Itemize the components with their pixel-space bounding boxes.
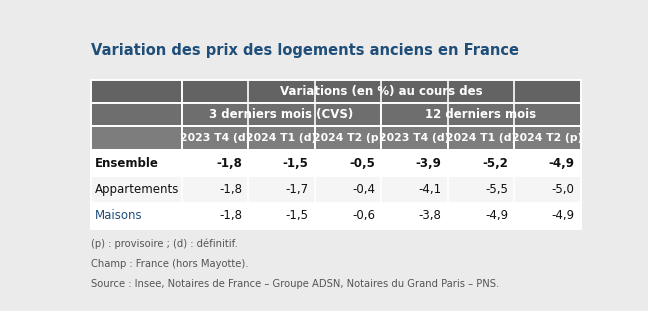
Text: -1,7: -1,7 — [286, 183, 308, 196]
Text: Appartements: Appartements — [95, 183, 179, 196]
Bar — [181, 103, 381, 126]
Text: 3 derniers mois (CVS): 3 derniers mois (CVS) — [209, 108, 354, 121]
Text: -5,2: -5,2 — [482, 156, 508, 169]
Text: Champ : France (hors Mayotte).: Champ : France (hors Mayotte). — [91, 259, 249, 269]
Text: -0,5: -0,5 — [349, 156, 375, 169]
Bar — [248, 126, 315, 150]
Text: Maisons: Maisons — [95, 209, 143, 222]
Bar — [91, 176, 581, 202]
Bar — [448, 126, 514, 150]
Text: -1,8: -1,8 — [219, 183, 242, 196]
Bar — [315, 126, 381, 150]
Bar — [91, 202, 581, 229]
Bar — [181, 126, 248, 150]
Text: -4,1: -4,1 — [419, 183, 442, 196]
Text: (p) : provisoire ; (d) : définitif.: (p) : provisoire ; (d) : définitif. — [91, 239, 238, 249]
Text: Source : Insee, Notaires de France – Groupe ADSN, Notaires du Grand Paris – PNS.: Source : Insee, Notaires de France – Gro… — [91, 279, 500, 289]
Text: -3,9: -3,9 — [416, 156, 442, 169]
Text: -1,8: -1,8 — [219, 209, 242, 222]
Text: Ensemble: Ensemble — [95, 156, 159, 169]
Text: -0,4: -0,4 — [352, 183, 375, 196]
Bar — [91, 150, 581, 176]
Bar — [514, 126, 581, 150]
Bar — [91, 126, 181, 150]
Text: -3,8: -3,8 — [419, 209, 442, 222]
Text: -1,5: -1,5 — [286, 209, 308, 222]
Bar — [91, 103, 181, 126]
Text: 2024 T1 (d): 2024 T1 (d) — [246, 133, 317, 143]
Text: Variation des prix des logements anciens en France: Variation des prix des logements anciens… — [91, 43, 519, 58]
Text: -4,9: -4,9 — [485, 209, 508, 222]
Text: 2024 T2 (p): 2024 T2 (p) — [512, 133, 583, 143]
Bar — [181, 81, 581, 103]
Text: 2024 T2 (p): 2024 T2 (p) — [312, 133, 383, 143]
Bar — [381, 126, 448, 150]
Text: -5,5: -5,5 — [485, 183, 508, 196]
Text: -4,9: -4,9 — [549, 156, 575, 169]
Text: -1,8: -1,8 — [216, 156, 242, 169]
Text: 2023 T4 (d): 2023 T4 (d) — [179, 133, 250, 143]
Text: 2023 T4 (d): 2023 T4 (d) — [379, 133, 450, 143]
Text: -0,6: -0,6 — [352, 209, 375, 222]
Text: 2024 T1 (d): 2024 T1 (d) — [446, 133, 516, 143]
Text: Variations (en %) au cours des: Variations (en %) au cours des — [280, 85, 483, 98]
Bar — [381, 103, 581, 126]
Text: -4,9: -4,9 — [551, 209, 575, 222]
Text: -5,0: -5,0 — [552, 183, 575, 196]
Text: -1,5: -1,5 — [283, 156, 308, 169]
Bar — [91, 81, 181, 103]
Text: 12 derniers mois: 12 derniers mois — [425, 108, 537, 121]
